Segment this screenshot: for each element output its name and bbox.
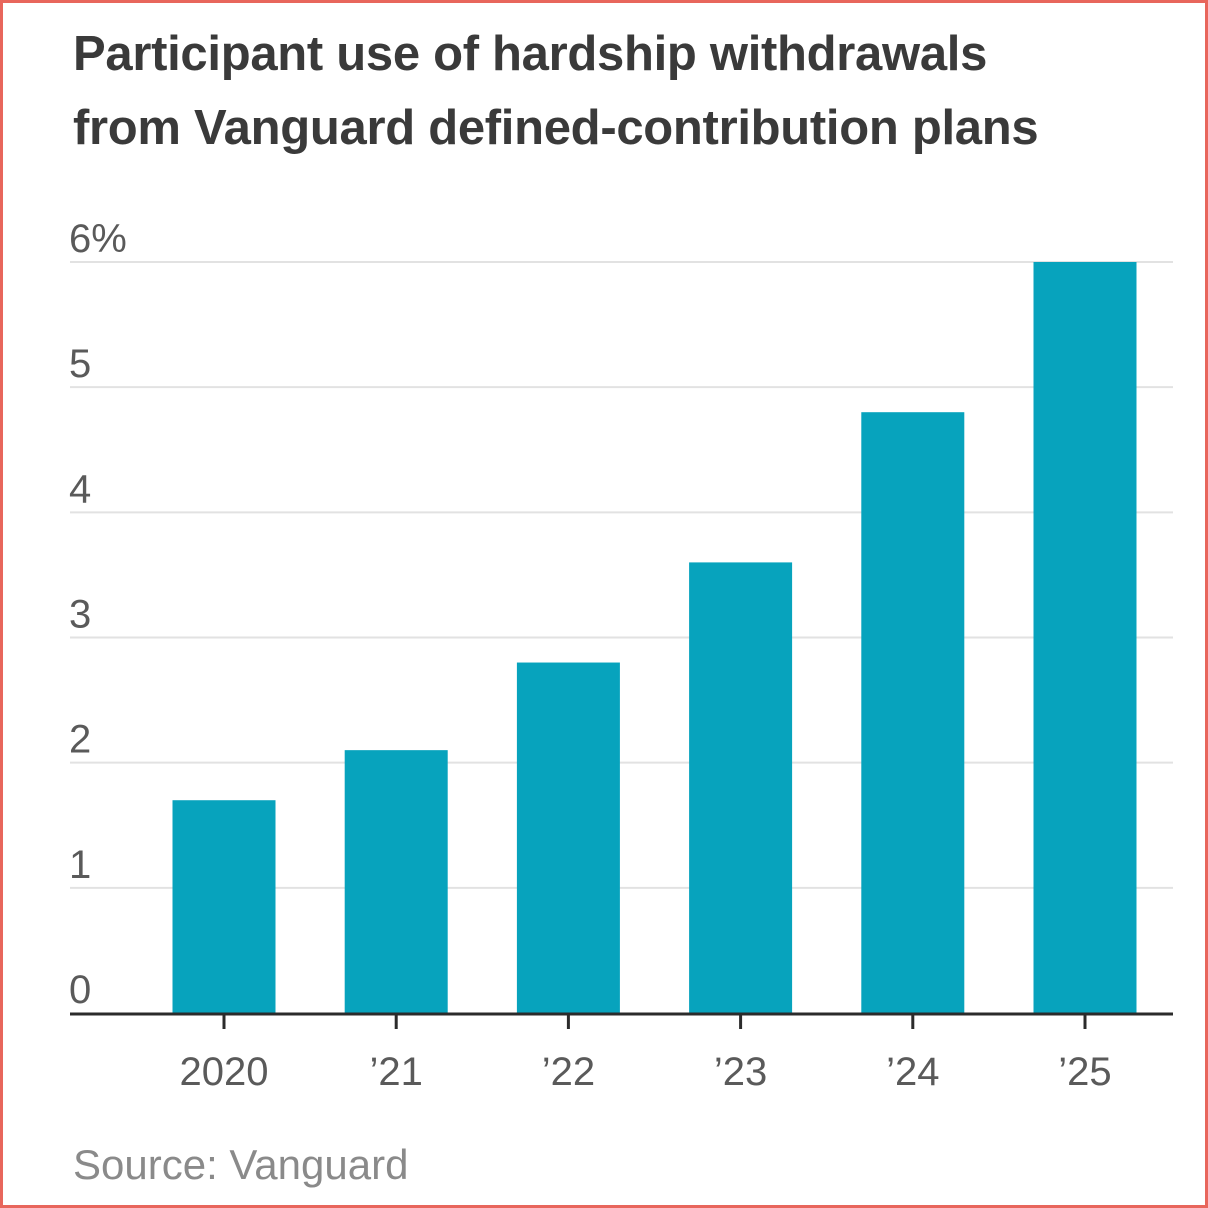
x-axis-labels: 2020 ’21 ’22 ’23 ’24 ’25: [180, 1050, 1112, 1094]
bar: [861, 412, 965, 1013]
y-tick-label: 2: [69, 718, 91, 762]
gridlines: [70, 261, 1173, 889]
y-tick-label: 6%: [69, 217, 127, 261]
y-tick-label: 5: [69, 342, 91, 386]
bar: [344, 750, 448, 1013]
x-tick-label: ’25: [1058, 1050, 1111, 1094]
x-tick-label: 2020: [180, 1050, 269, 1094]
bar: [689, 562, 793, 1013]
y-axis-labels: 0 1 2 3 4 5 6%: [69, 217, 127, 1012]
x-tick-label: ’21: [370, 1050, 423, 1094]
y-tick-label: 4: [69, 467, 91, 511]
bars: [172, 262, 1137, 1013]
chart-title: Participant use of hardship withdrawals …: [73, 17, 1183, 165]
bar: [172, 800, 276, 1013]
y-tick-label: 0: [69, 968, 91, 1012]
source-note: Source: Vanguard: [73, 1141, 409, 1188]
x-axis: [70, 1012, 1173, 1029]
bar: [516, 662, 620, 1013]
chart-title-line-1: Participant use of hardship withdrawals: [73, 27, 988, 81]
chart-title-line-2: from Vanguard defined-contribution plans: [73, 101, 1039, 155]
bar: [1033, 262, 1137, 1013]
bar-chart: 0 1 2 3 4 5 6% 2020 ’21 ’22 ’23 ’24 ’25: [69, 217, 1173, 1094]
x-tick-label: ’22: [542, 1050, 595, 1094]
x-tick-label: ’24: [886, 1050, 939, 1094]
x-tick-label: ’23: [714, 1050, 767, 1094]
y-tick-label: 3: [69, 593, 91, 637]
y-tick-label: 1: [69, 843, 91, 887]
